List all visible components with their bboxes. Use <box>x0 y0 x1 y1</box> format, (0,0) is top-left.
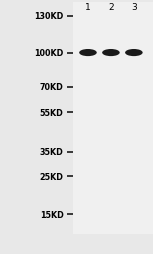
Text: 70KD: 70KD <box>40 83 63 92</box>
Text: 35KD: 35KD <box>40 148 63 157</box>
Text: 25KD: 25KD <box>40 172 63 181</box>
Text: 2: 2 <box>108 3 114 12</box>
Text: 15KD: 15KD <box>40 210 63 219</box>
Bar <box>73 3 153 234</box>
Text: 3: 3 <box>131 3 137 12</box>
Ellipse shape <box>102 50 120 57</box>
Text: 1: 1 <box>85 3 91 12</box>
Ellipse shape <box>79 50 97 57</box>
Text: 55KD: 55KD <box>40 108 63 118</box>
Text: 130KD: 130KD <box>34 12 63 21</box>
Text: 100KD: 100KD <box>34 49 63 58</box>
Ellipse shape <box>125 50 143 57</box>
